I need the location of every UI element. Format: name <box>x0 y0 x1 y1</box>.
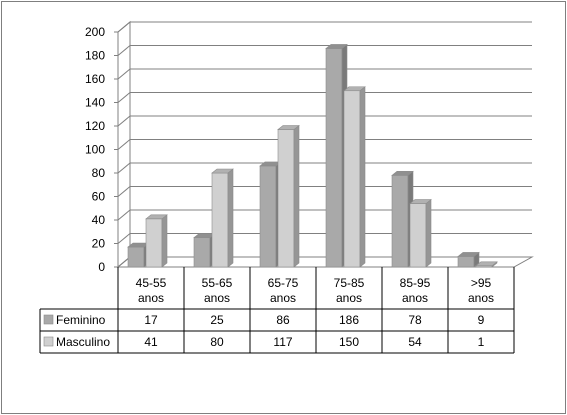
data-label-feminino-1: 25 <box>210 313 224 327</box>
bar-top <box>409 199 432 204</box>
gridline-side <box>117 68 131 80</box>
y-tick-label: 20 <box>92 237 106 251</box>
category-label-2-line1: 65-75 <box>268 276 299 290</box>
gridline-side <box>117 92 131 103</box>
data-label-masculino-3: 150 <box>339 335 359 349</box>
data-label-feminino-3: 186 <box>339 313 359 327</box>
data-label-masculino-4: 54 <box>408 335 422 349</box>
bar-side <box>227 168 234 268</box>
bar-front <box>145 218 163 268</box>
y-tick-label: 60 <box>92 190 106 204</box>
legend-label-masculino: Masculino <box>56 335 110 349</box>
category-label-0-line2: anos <box>138 291 164 305</box>
gridline-side <box>117 21 131 33</box>
bar-front <box>277 129 295 268</box>
bar-top <box>457 252 480 257</box>
bar-top <box>391 171 414 176</box>
bars <box>127 43 498 268</box>
category-label-0-line1: 45-55 <box>136 276 167 290</box>
bar-side <box>293 124 300 268</box>
y-tick-label: 160 <box>85 72 105 86</box>
gridline-side <box>117 45 131 56</box>
category-label-2-line2: anos <box>270 291 296 305</box>
y-tick-label: 0 <box>98 260 105 274</box>
chart-walls <box>116 20 534 269</box>
bar-masculino-4 <box>409 198 432 268</box>
bar-front <box>259 165 277 268</box>
bar-front <box>325 48 343 268</box>
gridline-side <box>117 209 131 221</box>
bar-front <box>193 237 211 268</box>
bar-side <box>359 86 366 268</box>
bar-side <box>425 198 432 268</box>
y-tick-label: 100 <box>85 143 105 157</box>
data-label-feminino-2: 86 <box>276 313 290 327</box>
y-tick-label: 80 <box>92 166 106 180</box>
data-label-masculino-1: 80 <box>210 335 224 349</box>
bar-front <box>343 90 361 268</box>
y-tick-label: 180 <box>85 49 105 63</box>
legend-label-feminino: Feminino <box>56 313 106 327</box>
bar-masculino-0 <box>145 214 168 268</box>
bar-front <box>127 246 145 268</box>
category-label-1-line2: anos <box>204 291 230 305</box>
y-tick-label: 200 <box>85 25 105 39</box>
bar-top <box>475 261 498 267</box>
bar-feminino-0 <box>127 242 150 268</box>
category-label-1-line1: 55-65 <box>202 276 233 290</box>
data-table: 45-55anos55-65anos65-75anos75-85anos85-9… <box>39 267 515 354</box>
bar-front <box>457 256 475 268</box>
bar-top <box>145 214 168 220</box>
data-label-masculino-5: 1 <box>478 335 485 349</box>
bar-masculino-3 <box>343 86 366 268</box>
bar-top <box>211 168 234 174</box>
gridline-side <box>117 186 131 197</box>
gridline-side <box>117 162 131 174</box>
legend-swatch-feminino <box>43 314 54 325</box>
data-label-feminino-4: 78 <box>408 313 422 327</box>
bar-top <box>277 125 300 130</box>
gridline-side <box>117 115 131 127</box>
y-tick-label: 120 <box>85 119 105 133</box>
bar-masculino-2 <box>277 124 300 268</box>
data-label-feminino-5: 9 <box>478 313 485 327</box>
y-tick-label: 40 <box>92 213 106 227</box>
bar-masculino-1 <box>211 168 234 268</box>
data-label-masculino-2: 117 <box>273 335 292 349</box>
legend-swatch-masculino <box>43 336 54 347</box>
bar-front <box>409 203 427 268</box>
category-label-5-line2: anos <box>468 291 494 305</box>
bar-top <box>325 44 348 49</box>
data-label-feminino-0: 17 <box>144 313 158 327</box>
gridline-side <box>117 139 131 150</box>
bar-front <box>211 172 229 268</box>
bar-front <box>391 175 409 268</box>
y-tick-label: 140 <box>85 96 105 110</box>
category-label-5-line1: >95 <box>471 276 492 290</box>
bar-side <box>161 214 168 268</box>
bar-masculino-5 <box>475 261 498 268</box>
category-label-3-line2: anos <box>336 291 362 305</box>
data-label-masculino-0: 41 <box>144 335 158 349</box>
bar-feminino-5 <box>457 251 480 268</box>
gridline-side <box>117 233 131 244</box>
bar-top <box>343 86 366 92</box>
category-label-4-line1: 85-95 <box>400 276 431 290</box>
category-label-3-line1: 75-85 <box>334 276 365 290</box>
y-axis-ticks: 0 20 40 60 80 100 120 140 160 180 200 <box>85 25 119 274</box>
gridlines <box>117 21 532 268</box>
category-label-4-line2: anos <box>402 291 428 305</box>
